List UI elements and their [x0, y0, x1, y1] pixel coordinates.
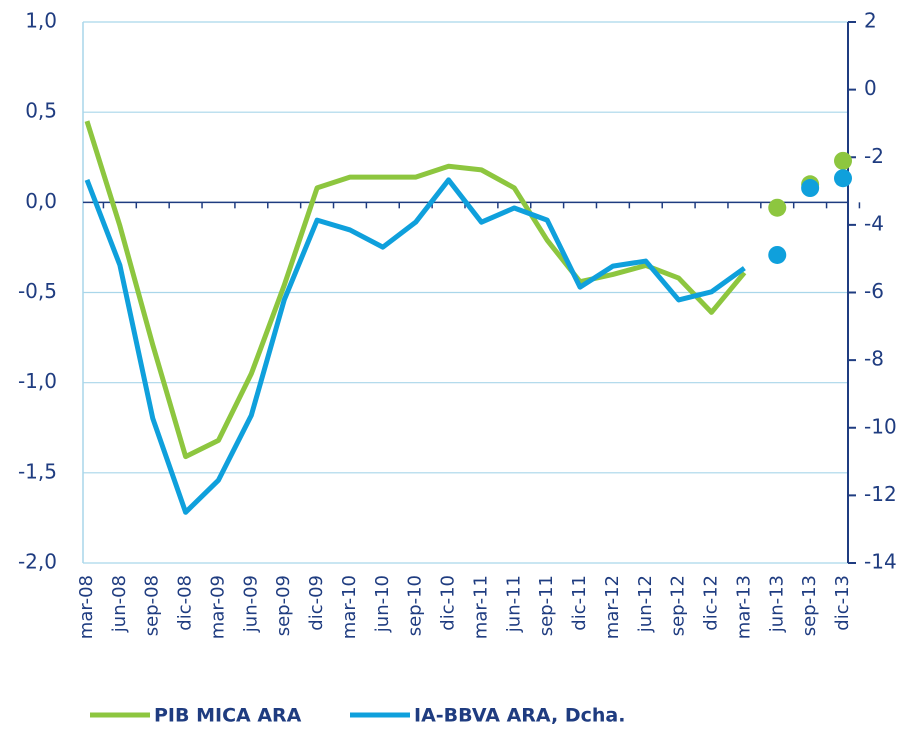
- y2-tick-label: -12: [864, 482, 897, 506]
- x-tick-label: mar-08: [76, 575, 97, 639]
- forecast-point: [768, 198, 787, 217]
- y-tick-label: -2,0: [18, 550, 57, 574]
- y2-tick-label: -8: [864, 347, 884, 371]
- y2-tick-label: -6: [864, 279, 884, 303]
- x-tick-label: jun-10: [372, 575, 393, 633]
- x-tick-label: sep-11: [536, 575, 557, 636]
- x-tick-label: dic-10: [438, 575, 459, 631]
- forecast-point: [768, 245, 787, 264]
- y-tick-label: 0,5: [25, 99, 57, 123]
- series-line: [84, 177, 746, 515]
- y2-tick-label: 2: [864, 9, 877, 33]
- x-tick-label: dic-12: [701, 575, 722, 631]
- y2-tick-label: -10: [864, 414, 897, 438]
- x-tick-label: mar-09: [207, 575, 228, 639]
- x-tick-label: sep-09: [273, 575, 294, 636]
- x-tick-label: sep-10: [405, 575, 426, 636]
- x-tick-label: dic-08: [175, 575, 196, 631]
- x-tick-label: jun-12: [635, 575, 656, 633]
- legend-label: PIB MICA ARA: [154, 705, 302, 727]
- x-tick-label: mar-12: [602, 575, 623, 639]
- x-tick-label: jun-08: [109, 575, 130, 633]
- x-tick-label: mar-10: [339, 575, 360, 639]
- series-line: [84, 120, 747, 460]
- y-tick-label: 0,0: [25, 189, 57, 213]
- x-tick-label: dic-09: [306, 575, 327, 631]
- legend-label: IA-BBVA ARA, Dcha.: [414, 705, 625, 727]
- x-tick-label: mar-11: [470, 575, 491, 639]
- x-tick-label: mar-13: [733, 575, 754, 639]
- forecast-point: [834, 169, 852, 188]
- y2-tick-label: 0: [864, 76, 877, 100]
- x-tick-label: jun-13: [766, 575, 787, 633]
- x-tick-label: jun-09: [240, 575, 261, 633]
- y-tick-label: -1,0: [18, 369, 57, 393]
- y-tick-label: -0,5: [18, 279, 57, 303]
- x-tick-label: sep-08: [142, 575, 163, 636]
- x-tick-label: dic-11: [569, 575, 590, 631]
- y2-tick-label: -14: [864, 550, 897, 574]
- x-tick-label: sep-13: [799, 575, 820, 636]
- y2-tick-label: -4: [864, 211, 884, 235]
- x-tick-label: jun-11: [503, 575, 524, 633]
- x-tick-label: dic-13: [832, 575, 853, 631]
- y-tick-label: -1,5: [18, 459, 57, 483]
- x-tick-label: sep-12: [668, 575, 689, 636]
- forecast-point: [834, 151, 852, 170]
- forecast-point: [801, 179, 820, 198]
- y-tick-label: 1,0: [25, 9, 57, 33]
- y2-tick-label: -2: [864, 144, 884, 168]
